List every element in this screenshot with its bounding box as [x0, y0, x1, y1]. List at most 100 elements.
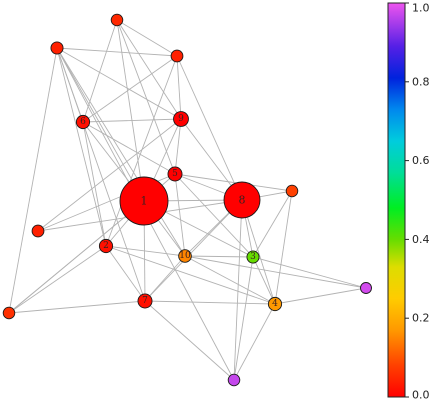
node-ng	[110, 13, 124, 27]
nodes-layer: 1 2 3 4 5 6 7 8 9 10	[2, 13, 372, 387]
node-nd	[31, 224, 45, 238]
node-n6-circle	[75, 114, 91, 130]
node-n8: 8	[223, 181, 261, 219]
node-n5: 5	[167, 166, 183, 182]
edge-n4-na	[274, 287, 367, 305]
color-legend: 0.0 0.2 0.4 0.6 0.8 1.0	[387, 2, 430, 402]
edge-n3-ni	[233, 256, 254, 381]
node-n3-label: 3	[250, 252, 256, 262]
edge-n4-n7	[144, 300, 276, 305]
edge-n7-ne	[8, 300, 146, 314]
node-n2-circle	[98, 238, 114, 254]
node-n4-label: 4	[272, 299, 278, 309]
node-ng-circle	[110, 13, 124, 27]
node-nc-circle	[285, 184, 299, 198]
edge-n6-n9	[82, 118, 182, 123]
node-n9: 9	[173, 111, 189, 127]
edge-n5-nc	[174, 173, 293, 192]
colorbar-tick-label-3: 0.6	[412, 154, 430, 167]
edge-n10-n3	[184, 255, 254, 258]
edge-nf-n8	[176, 55, 243, 201]
node-n4: 4	[267, 296, 283, 312]
edge-nh-n10	[56, 47, 186, 257]
edge-nc-n3	[252, 190, 293, 258]
node-n10: 10	[178, 249, 192, 263]
node-n8-label: 8	[239, 194, 246, 207]
edge-n3-na	[252, 256, 367, 289]
node-nh	[50, 41, 64, 55]
edge-n4-ni	[233, 303, 276, 381]
edge-n9-nd	[37, 118, 182, 232]
node-n7-circle	[137, 293, 153, 309]
edge-n8-n7	[144, 199, 243, 302]
edge-n2-ne	[8, 245, 107, 314]
edge-n10-n7	[144, 255, 186, 302]
edge-n9-n5	[174, 118, 182, 175]
node-n7: 7	[137, 293, 153, 309]
node-nf	[170, 49, 184, 63]
edge-n10-n4	[184, 255, 276, 305]
edge-nc-n4	[274, 190, 293, 305]
edge-n6-n5	[82, 121, 176, 175]
node-na	[360, 282, 372, 294]
edge-n2-n7	[105, 245, 146, 302]
colorbar-tick-label-0: 0.0	[412, 389, 430, 402]
node-ni-circle	[227, 373, 241, 387]
node-n5-label: 5	[172, 169, 178, 179]
edge-nf-n2	[105, 55, 178, 247]
colorbar-tick-label-5: 1.0	[412, 2, 430, 15]
node-n6-label: 6	[80, 117, 86, 127]
node-n2: 2	[98, 238, 114, 254]
colorbar-tick-label-2: 0.4	[412, 233, 430, 246]
node-ni	[227, 373, 241, 387]
edge-n6-n2	[82, 121, 107, 247]
node-n4-circle	[267, 296, 283, 312]
node-n9-label: 9	[178, 114, 184, 124]
node-n10-circle	[178, 249, 192, 263]
node-n3: 3	[246, 250, 260, 264]
colorbar-tick-label-1: 0.2	[412, 312, 430, 325]
edge-n8-ni	[233, 199, 243, 381]
node-n6: 6	[75, 114, 91, 130]
edge-ng-nf	[116, 19, 178, 57]
edge-ng-n5	[116, 19, 176, 175]
colorbar-ticks: 0.0 0.2 0.4 0.6 0.8 1.0	[405, 2, 430, 402]
node-na-circle	[360, 282, 372, 294]
edge-nh-n7	[56, 47, 146, 302]
node-n7-label: 7	[142, 296, 148, 306]
node-n1-label: 1	[141, 195, 148, 208]
colorbar-gradient	[388, 3, 405, 397]
node-n10-label: 10	[179, 251, 191, 261]
node-nh-circle	[50, 41, 64, 55]
edge-n1-nb	[8, 200, 145, 314]
edge-nf-nh	[56, 47, 178, 57]
edge-ng-n6	[82, 19, 118, 123]
node-ne	[2, 306, 16, 320]
node-n1: 1	[119, 176, 169, 226]
node-n2-label: 2	[103, 241, 109, 251]
edge-nf-n9	[176, 55, 182, 120]
node-nc	[285, 184, 299, 198]
edge-n7-ni	[144, 300, 235, 381]
colorbar-tick-label-4: 0.8	[412, 75, 430, 88]
edge-nh-n2	[56, 47, 107, 247]
edge-nh-ne	[8, 47, 58, 314]
edge-n1-nh	[56, 47, 145, 202]
node-n1-circle	[119, 176, 169, 226]
edge-ng-n9	[116, 19, 182, 120]
edge-n10-na	[184, 255, 367, 289]
node-n9-circle	[173, 111, 189, 127]
node-nf-circle	[170, 49, 184, 63]
edge-nf-n6	[82, 55, 178, 123]
node-ne-circle	[2, 306, 16, 320]
node-n3-circle	[246, 250, 260, 264]
edge-n3-n4	[252, 256, 276, 305]
edge-n5-n10	[174, 173, 186, 257]
edge-n9-nh	[56, 47, 182, 120]
node-n8-circle	[223, 181, 261, 219]
node-nd-circle	[31, 224, 45, 238]
colorbar-frame	[387, 2, 406, 398]
edge-n2-n10	[105, 245, 186, 257]
node-n5-circle	[167, 166, 183, 182]
